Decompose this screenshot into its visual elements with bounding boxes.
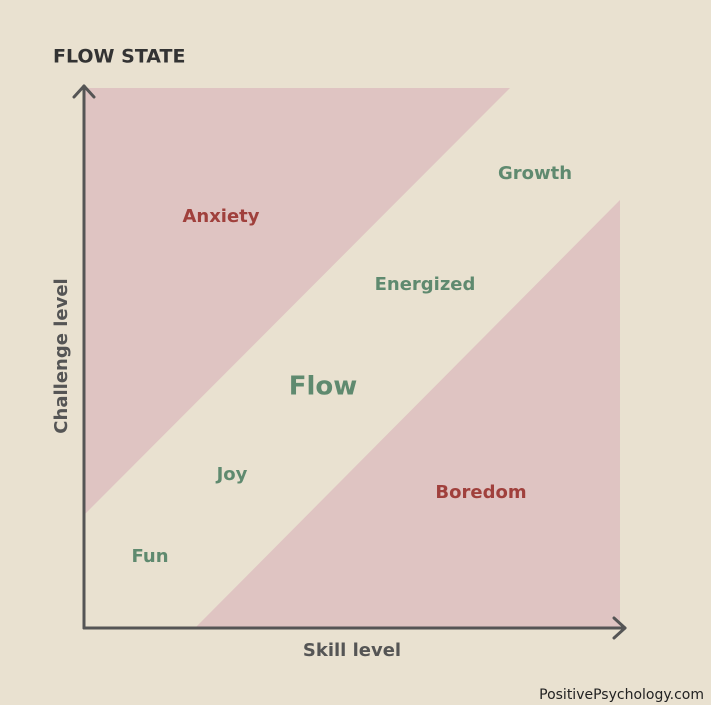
zone-label: Joy bbox=[215, 464, 248, 485]
source: PositivePsychology.com bbox=[539, 687, 704, 703]
zone-label: Fun bbox=[131, 546, 168, 567]
zone-label: Growth bbox=[498, 163, 572, 184]
x-axis-label: Skill level bbox=[303, 640, 401, 661]
zone-label: Boredom bbox=[435, 482, 526, 503]
boredom-region bbox=[195, 200, 620, 628]
title: FLOW STATE bbox=[53, 46, 185, 68]
y-axis-label: Challenge level bbox=[51, 278, 72, 433]
y-axis-arrow bbox=[72, 84, 96, 99]
x-axis-arrow bbox=[612, 616, 627, 640]
zone-label: Anxiety bbox=[182, 206, 259, 227]
zone-label: Energized bbox=[375, 274, 476, 295]
axes bbox=[72, 84, 627, 640]
zone-label: Flow bbox=[289, 372, 358, 402]
anxiety-region bbox=[84, 88, 510, 515]
